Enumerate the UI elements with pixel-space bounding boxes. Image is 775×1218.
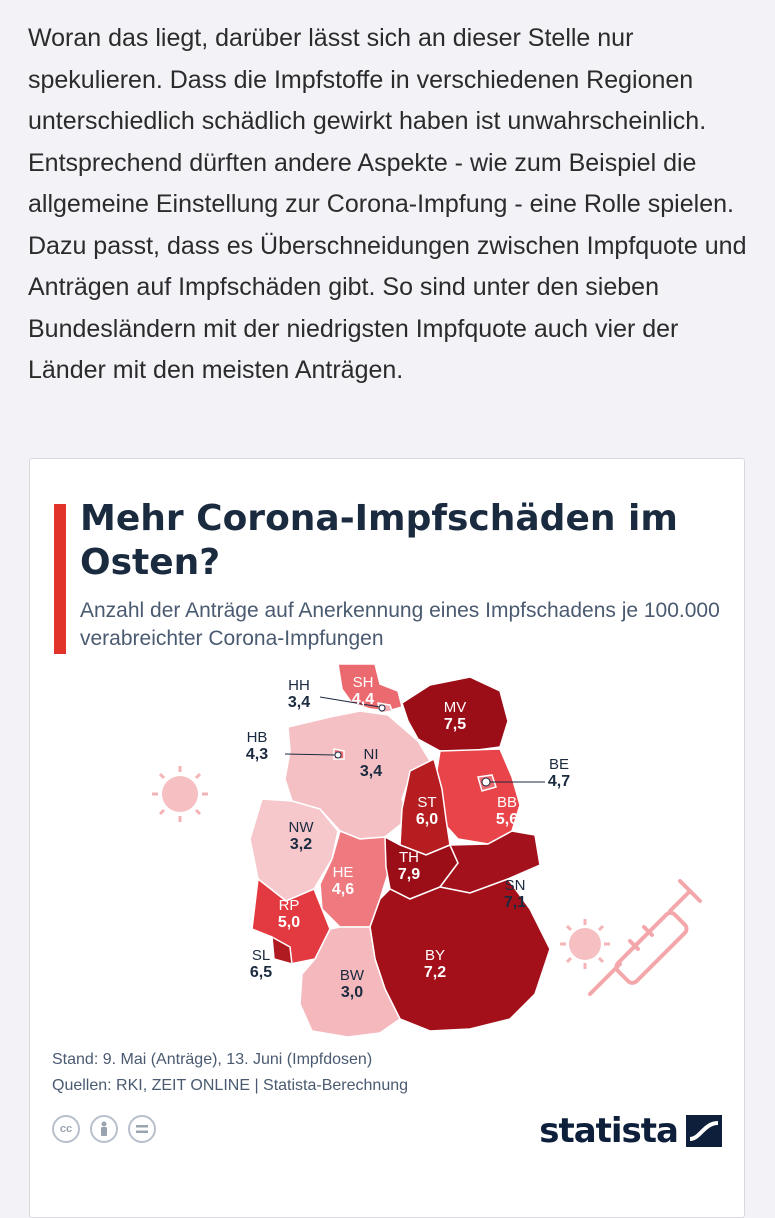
label-SH: SH 4,4	[351, 674, 375, 708]
label-SN: SN 7,1	[503, 877, 527, 911]
state-SH	[337, 663, 403, 712]
label-HB: HB 4,3	[245, 729, 269, 763]
label-NW: NW 3,2	[288, 819, 314, 853]
statista-wordmark: statista	[539, 1111, 679, 1151]
footer-sources: Quellen: RKI, ZEIT ONLINE | Statista-Ber…	[52, 1077, 409, 1094]
statista-logo-icon	[686, 1115, 722, 1147]
cc-icon[interactable]: cc	[52, 1115, 80, 1143]
virus-icon-left	[152, 766, 208, 822]
label-HH: HH 3,4	[287, 677, 311, 711]
label-BW: BW 3,0	[339, 967, 365, 1001]
label-NI: NI 3,4	[359, 746, 383, 780]
no-derivatives-icon[interactable]	[128, 1115, 156, 1143]
label-MV: MV 7,5	[443, 699, 467, 733]
germany-map	[152, 663, 702, 1038]
footer-stand: Stand: 9. Mai (Anträge), 13. Juni (Impfd…	[52, 1051, 373, 1068]
label-SL: SL 6,5	[249, 947, 273, 981]
infographic-title: Mehr Corona-Impfschäden im Osten?	[80, 498, 678, 583]
state-SN	[438, 830, 541, 894]
state-NW	[249, 798, 339, 902]
virus-icon-right	[560, 919, 610, 969]
label-BY: BY 7,2	[423, 947, 447, 981]
label-TH: TH 7,9	[397, 849, 421, 883]
title-accent-bar	[54, 504, 66, 654]
article-paragraph: Woran das liegt, darüber lässt sich an d…	[28, 24, 747, 384]
infographic-subtitle: Anzahl der Anträge auf Anerkennung eines…	[80, 599, 720, 650]
infographic-card: Mehr Corona-Impfschäden im Osten? Anzahl…	[29, 458, 745, 1218]
label-RP: RP 5,0	[277, 897, 301, 931]
state-BW	[299, 926, 401, 1038]
label-ST: ST 6,0	[415, 794, 439, 828]
leader-lines	[284, 696, 545, 787]
label-HE: HE 4,6	[331, 864, 355, 898]
attribution-icon[interactable]	[90, 1115, 118, 1143]
state-SL	[271, 935, 293, 966]
statista-logo[interactable]: statista	[539, 1111, 722, 1151]
label-BB: BB 5,6	[495, 794, 519, 828]
state-MV	[401, 676, 509, 752]
syringe-icon	[588, 879, 702, 996]
label-BE: BE 4,7	[547, 756, 571, 790]
license-icons: cc	[52, 1115, 156, 1143]
